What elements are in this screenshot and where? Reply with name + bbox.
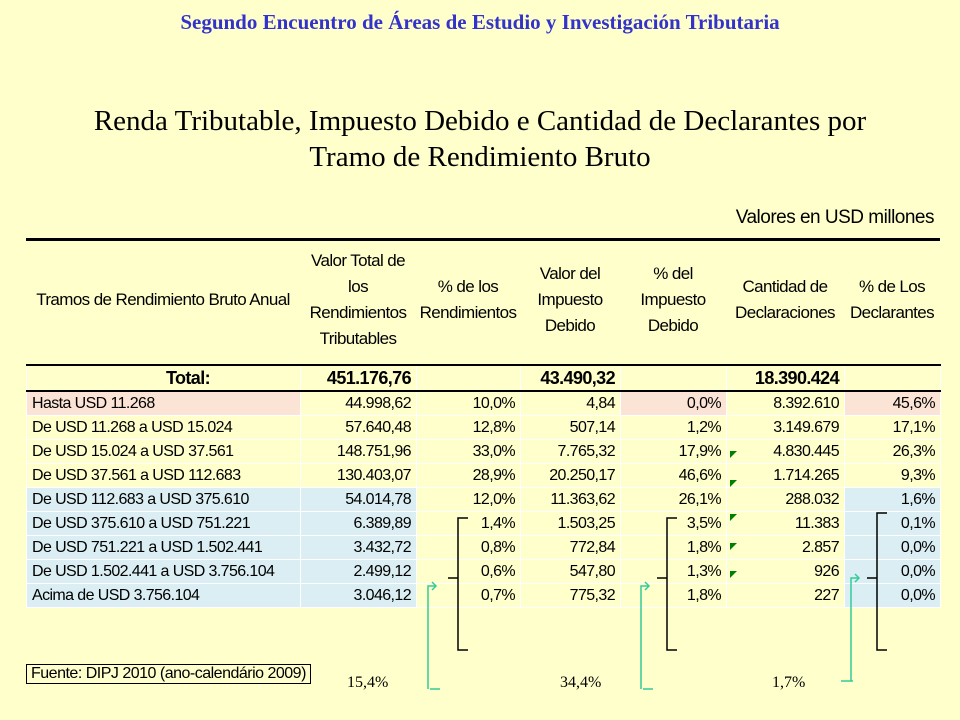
table-row: De USD 375.610 a USD 751.221 6.389,89 1,4%…: [26, 511, 941, 536]
total-rendimientos: 451.176,76: [300, 364, 417, 392]
indicator-row4: [730, 480, 737, 487]
data-table: Total: 451.176,76 43.490,32 18.390.424 H…: [26, 364, 941, 608]
cell-pct-decl: 0,0%: [844, 583, 941, 608]
cell-tramo: Hasta USD 11.268: [26, 390, 301, 416]
indicator-row7: [730, 571, 737, 578]
cell-pct-imp: 17,9%: [620, 439, 727, 464]
table-row: De USD 15.024 a USD 37.561 148.751,96 33,0…: [26, 439, 941, 464]
cell-pct-imp: 1,8%: [620, 583, 727, 608]
cell-pct-imp: 26,1%: [620, 487, 727, 512]
cell-tramo: Acima de USD 3.756.104: [26, 583, 301, 608]
cell-rend: 54.014,78: [300, 487, 417, 512]
cell-imp: 775,32: [520, 583, 621, 608]
page-title-line-2: Tramo de Rendimiento Bruto: [309, 141, 651, 173]
column-header-valor-impuesto: Valor del Impuesto Debido: [537, 264, 603, 335]
cell-pct-rend: 0,7%: [416, 583, 521, 608]
cell-rend: 3.432,72: [300, 535, 417, 560]
cell-pct-imp: 0,0%: [620, 390, 727, 416]
cell-rend: 57.640,48: [300, 415, 417, 440]
table-row: Hasta USD 11.268 44.998,62 10,0% 4,84 0,0% 8.…: [26, 390, 941, 416]
cell-tramo: De USD 15.024 a USD 37.561: [26, 439, 301, 464]
units-note: Valores en USD millones: [735, 207, 935, 228]
cell-tramo: De USD 375.610 a USD 751.221: [26, 511, 301, 536]
cell-rend: 3.046,12: [300, 583, 417, 608]
cell-pct-imp: 1,8%: [620, 535, 727, 560]
column-header-pct-impuesto: % del Impuesto Debido: [640, 264, 706, 335]
cell-pct-imp: 1,3%: [620, 559, 727, 584]
cell-imp: 7.765,32: [520, 439, 621, 464]
cell-pct-imp: 3,5%: [620, 511, 727, 536]
header-top-rule: [26, 238, 940, 241]
cell-decl: 3.149.679: [726, 415, 845, 440]
total-label: Total:: [26, 364, 301, 392]
cell-rend: 6.389,89: [300, 511, 417, 536]
brace-declarantes: [867, 512, 887, 651]
cell-imp: 772,84: [520, 535, 621, 560]
column-header-cantidad-declaraciones: Cantidad de Declaraciones: [735, 277, 836, 322]
cell-tramo: De USD 37.561 a USD 112.683: [26, 463, 301, 488]
cell-rend: 130.403,07: [300, 463, 417, 488]
cell-pct-decl: 1,6%: [844, 487, 941, 512]
cell-pct-decl: 45,6%: [844, 390, 941, 416]
column-header-pct-rendimientos: % de los Rendimientos: [419, 277, 517, 322]
cell-imp: 507,14: [520, 415, 621, 440]
cell-tramo: De USD 112.683 a USD 375.610: [26, 487, 301, 512]
indicator-row6: [730, 543, 737, 550]
cell-pct-imp: 46,6%: [620, 463, 727, 488]
indicator-row5: [730, 514, 737, 521]
brace-rendimientos: [448, 517, 468, 651]
cell-pct-decl: 26,3%: [844, 439, 941, 464]
total-impuesto: 43.490,32: [520, 364, 621, 392]
connector-impuesto: [640, 581, 653, 690]
connector-declarantes: [841, 573, 861, 682]
cell-rend: 2.499,12: [300, 559, 417, 584]
total-row: Total: 451.176,76 43.490,32 18.390.424: [26, 364, 941, 392]
connector-rendimientos: [427, 581, 440, 690]
cell-decl: 1.714.265: [726, 463, 845, 488]
cell-pct-rend: 10,0%: [416, 390, 521, 416]
cell-tramo: De USD 751.221 a USD 1.502.441: [26, 535, 301, 560]
cell-rend: 44.998,62: [300, 390, 417, 416]
cell-decl: 227: [726, 583, 845, 608]
cell-tramo: De USD 11.268 a USD 15.024: [26, 415, 301, 440]
brace-impuesto: [657, 517, 677, 651]
summary-impuesto: 34,4%: [560, 674, 602, 691]
total-declaraciones: 18.390.424: [726, 364, 845, 392]
column-header-valor-rendimientos: Valor Total de los Rendimientos Tributab…: [309, 251, 407, 348]
event-title: Segundo Encuentro de Áreas de Estudio y …: [180, 10, 780, 34]
table-row: De USD 112.683 a USD 375.610 54.014,78 12,…: [26, 487, 941, 512]
column-header-tramos: Tramos de Rendimiento Bruto Anual: [36, 290, 290, 309]
cell-imp: 1.503,25: [520, 511, 621, 536]
cell-imp: 20.250,17: [520, 463, 621, 488]
table-row: De USD 1.502.441 a USD 3.756.104 2.499,12…: [26, 559, 941, 584]
summary-declarantes: 1,7%: [772, 674, 806, 691]
page-title-line-1: Renda Tributable, Impuesto Debido e Cant…: [93, 105, 867, 137]
source-note: Fuente: DIPJ 2010 (ano-calendário 2009): [26, 664, 311, 684]
page-title: Renda Tributable, Impuesto Debido e Cant…: [0, 103, 960, 175]
summary-rendimientos: 15,4%: [347, 674, 389, 691]
cell-pct-rend: 33,0%: [416, 439, 521, 464]
cell-tramo: De USD 1.502.441 a USD 3.756.104: [26, 559, 301, 584]
column-header-pct-declarantes: % de Los Declarantes: [849, 277, 935, 322]
cell-pct-rend: 12,0%: [416, 487, 521, 512]
cell-pct-rend: 0,8%: [416, 535, 521, 560]
cell-pct-decl: 0,0%: [844, 535, 941, 560]
cell-decl: 11.383: [726, 511, 845, 536]
cell-pct-imp: 1,2%: [620, 415, 727, 440]
indicator-row3: [730, 451, 737, 458]
table-row: Acima de USD 3.756.104 3.046,12 0,7% 775,32…: [26, 583, 941, 608]
cell-pct-decl: 0,1%: [844, 511, 941, 536]
table-row: De USD 11.268 a USD 15.024 57.640,48 12,8%…: [26, 415, 941, 440]
